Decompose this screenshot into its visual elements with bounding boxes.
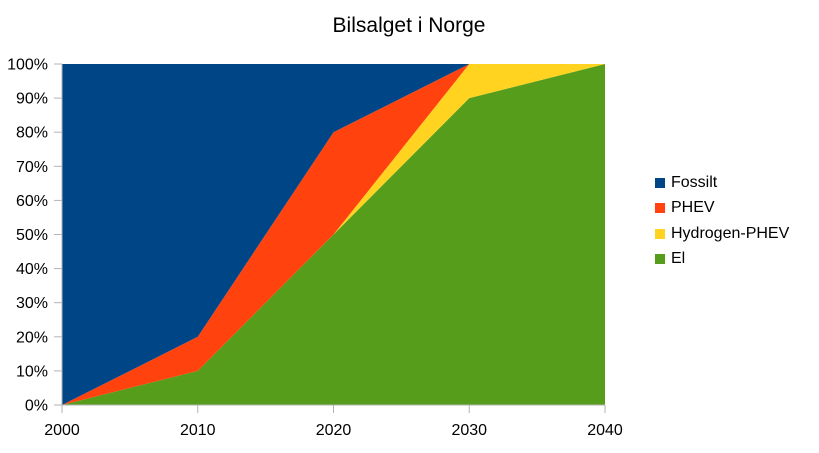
legend-item: Fossilt [655,170,789,196]
chart-title: Bilsalget i Norge [333,14,486,37]
plot-areas [62,64,605,405]
y-tick-label: 0% [25,398,48,415]
legend-label: PHEV [671,199,715,217]
area-phev [62,64,605,405]
legend-swatch [655,254,665,265]
area-fossilt [62,64,605,405]
y-tick-label: 10% [16,363,48,380]
legend-item: Hydrogen-PHEV [655,221,789,247]
y-tick-label: 60% [16,193,48,210]
y-tick-label: 20% [16,329,48,346]
x-tick-label: 2000 [44,422,80,439]
axes: 0% 10% 20% 30% 40% 50% 60% 70% 80% 90% 100% 2000 201… [7,57,623,440]
legend-item: PHEV [655,196,789,222]
legend-item: El [655,247,789,273]
legend-swatch [655,228,665,239]
x-tick-label: 2010 [180,422,216,439]
legend-label: Hydrogen-PHEV [671,224,790,242]
legend-swatch [655,203,665,214]
y-tick-label: 50% [16,227,48,244]
y-tick-label: 30% [16,295,48,312]
y-tick-label: 40% [16,261,48,278]
y-tick-label: 70% [16,159,48,176]
x-tick-label: 2040 [587,422,623,439]
x-tick-label: 2030 [451,422,487,439]
legend: Fossilt PHEV Hydrogen-PHEV El [655,170,789,272]
x-tick-label: 2020 [316,422,352,439]
legend-label: Fossilt [671,173,718,191]
legend-swatch [655,177,665,188]
legend-label: El [671,250,686,268]
y-tick-label: 90% [16,91,48,108]
y-tick-label: 80% [16,125,48,142]
y-tick-label: 100% [7,57,48,74]
